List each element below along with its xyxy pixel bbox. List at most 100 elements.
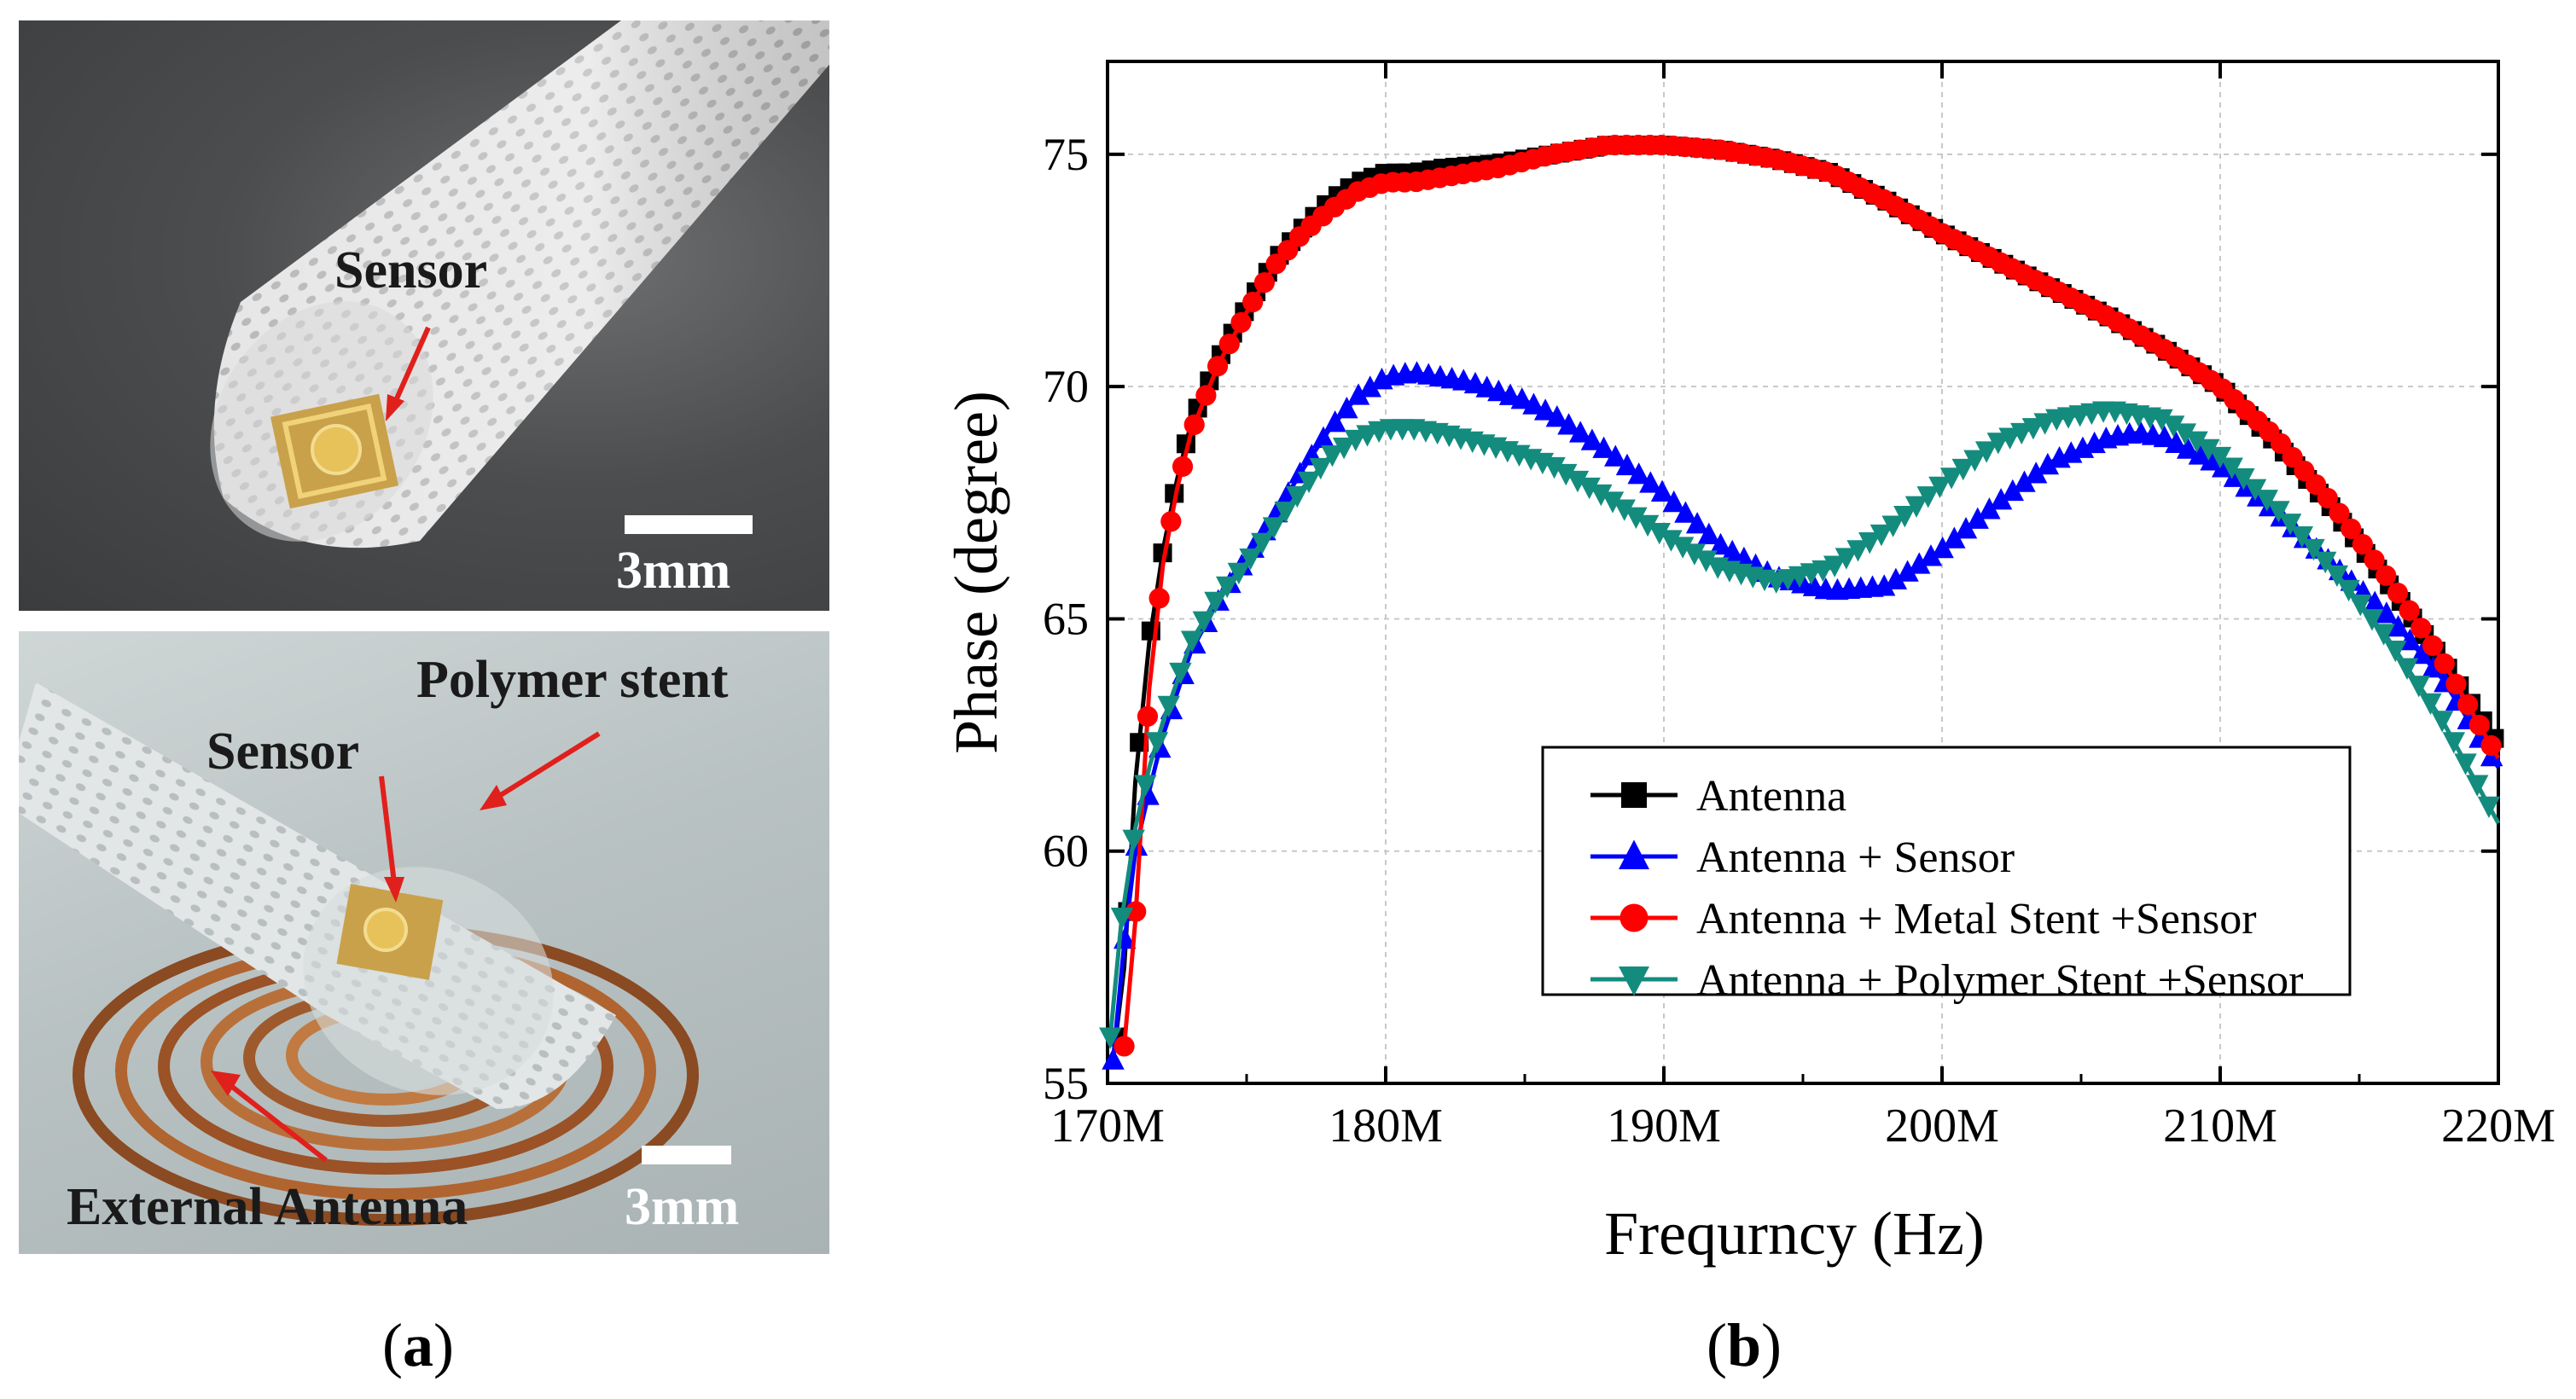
sensor-label: Sensor [334,241,488,299]
data-point [1309,457,1332,480]
data-point [1321,445,1344,467]
data-point [1533,398,1557,421]
data-point [2372,624,2395,646]
data-point [1192,611,1215,633]
x-tick-label: 190M [1607,1100,1721,1152]
data-point [2270,432,2292,455]
data-point [2387,582,2409,604]
data-point [2176,437,2200,459]
data-point [2197,438,2220,461]
data-point [2445,673,2467,695]
data-point [1148,588,1170,609]
data-point [1978,497,2001,520]
data-point [1578,477,1601,500]
data-point [1674,501,1697,523]
data-point [1974,441,1998,463]
data-point [2349,595,2372,617]
data-point [2375,601,2399,624]
data-point [2375,565,2397,586]
data-point [2165,431,2188,453]
data-point [2188,443,2212,465]
data-point [2232,468,2255,491]
x-tick-label: 200M [1885,1100,1999,1152]
data-point [1218,334,1240,355]
data-point [1145,732,1169,754]
data-point [1545,405,1569,427]
data-point [2278,514,2302,536]
data-point [1928,476,1951,499]
data-point [1265,253,1287,275]
legend-marker [1619,903,1649,932]
data-point [2434,653,2455,674]
data-point [2173,423,2197,445]
scale-label: 3mm [616,542,731,600]
stent-illustration [210,20,829,549]
data-point [1881,515,1904,537]
data-point [1884,567,1908,589]
data-point [1858,532,1881,554]
data-point [1230,311,1252,334]
data-point [1697,522,1721,544]
data-point [1332,437,1356,460]
data-point [2410,618,2432,639]
panel-b-label: (b) [1707,1311,1782,1379]
data-point [1344,429,1367,452]
data-point [1904,496,1928,518]
data-point [1580,428,1604,450]
legend: Antenna Antenna + Sensor Antenna + Metal S… [1541,746,2352,1005]
data-point [1160,511,1182,532]
data-point [2468,714,2490,736]
data-point [1169,662,1192,685]
data-point [2466,775,2489,797]
data-point [1869,524,1893,547]
x-tick-label: 170M [1050,1100,1165,1152]
data-point [1685,512,1709,534]
data-point [1966,507,1989,529]
data-point [2185,431,2208,453]
data-point [1172,456,1194,477]
series-circle [1114,134,2502,1057]
sensor-label: Sensor [206,723,360,781]
data-point [1650,479,1674,502]
data-point [1627,462,1650,485]
data-point [1720,539,1744,562]
data-point [1346,383,1370,405]
polymer-stent-label: Polymer stent [416,651,729,709]
data-point [1195,385,1217,406]
data-point [1986,432,2010,455]
data-point [1613,499,1636,521]
data-point [2314,551,2337,574]
sensor-chip-icon [270,393,399,509]
data-point [1277,240,1299,261]
data-point [1846,540,1869,562]
data-point [1510,387,1533,409]
data-point [1639,471,1662,493]
data-point [1954,517,1978,539]
data-point [1939,467,1963,490]
data-point [1099,1027,1122,1049]
data-point [1566,470,1590,493]
data-point [1137,705,1159,727]
data-point [1543,456,1566,479]
data-point [2021,418,2045,440]
data-point [1872,574,1896,596]
y-tick-label: 60 [1043,826,1089,877]
data-point [1998,427,2021,450]
data-point [1951,458,1974,481]
data-point [1662,490,1685,513]
panel-a-label: (a) [382,1311,454,1379]
data-point [1102,1048,1125,1070]
data-point [2306,473,2327,496]
data-point [1358,375,1381,398]
data-point [1989,488,2013,510]
data-point [1215,576,1239,599]
data-point [1204,591,1227,614]
legend-marker [1619,839,1649,869]
data-point [1227,562,1251,585]
data-point [1625,507,1648,529]
data-point [2387,614,2410,637]
data-point [1893,506,1916,528]
x-tick-label: 180M [1329,1100,1443,1152]
data-point [2036,452,2060,475]
